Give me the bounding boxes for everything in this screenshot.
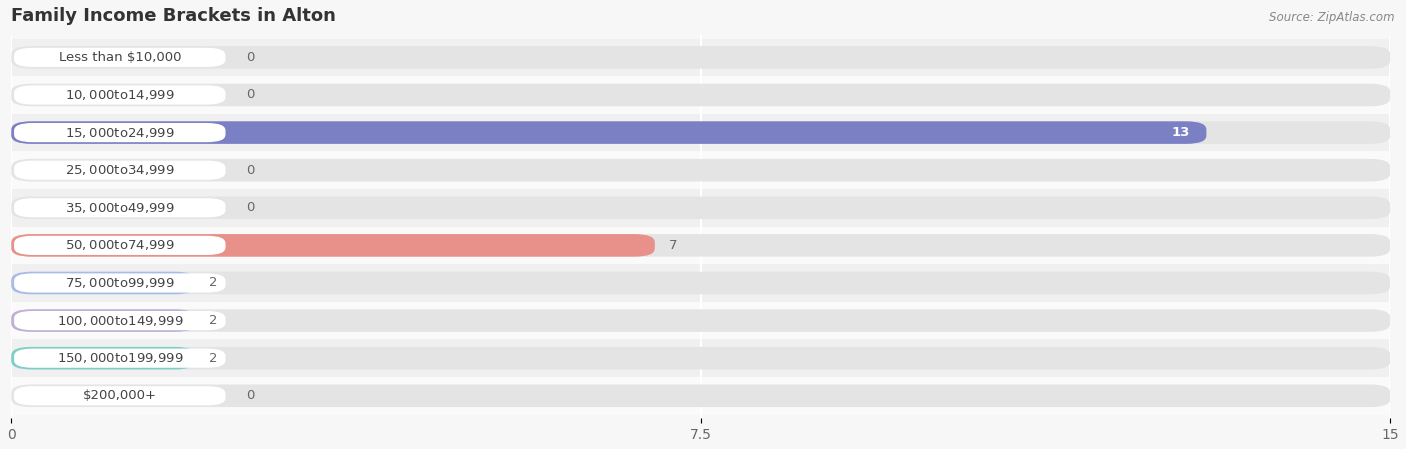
FancyBboxPatch shape	[11, 76, 1391, 114]
FancyBboxPatch shape	[14, 348, 225, 368]
FancyBboxPatch shape	[11, 309, 1391, 332]
FancyBboxPatch shape	[11, 114, 1391, 151]
FancyBboxPatch shape	[14, 236, 225, 255]
Text: 0: 0	[246, 164, 254, 177]
Text: Family Income Brackets in Alton: Family Income Brackets in Alton	[11, 7, 336, 25]
FancyBboxPatch shape	[11, 121, 1391, 144]
FancyBboxPatch shape	[11, 46, 1391, 69]
FancyBboxPatch shape	[14, 85, 225, 105]
Text: 13: 13	[1171, 126, 1189, 139]
Text: $100,000 to $149,999: $100,000 to $149,999	[56, 313, 183, 328]
Text: $200,000+: $200,000+	[83, 389, 157, 402]
Text: $35,000 to $49,999: $35,000 to $49,999	[65, 201, 174, 215]
Text: $15,000 to $24,999: $15,000 to $24,999	[65, 126, 174, 140]
FancyBboxPatch shape	[11, 234, 655, 257]
FancyBboxPatch shape	[14, 48, 225, 67]
FancyBboxPatch shape	[11, 234, 1391, 257]
Text: Less than $10,000: Less than $10,000	[59, 51, 181, 64]
FancyBboxPatch shape	[11, 84, 1391, 106]
FancyBboxPatch shape	[11, 272, 195, 294]
FancyBboxPatch shape	[11, 377, 1391, 414]
Text: $75,000 to $99,999: $75,000 to $99,999	[65, 276, 174, 290]
FancyBboxPatch shape	[11, 151, 1391, 189]
FancyBboxPatch shape	[11, 39, 1391, 76]
Text: 0: 0	[246, 201, 254, 214]
FancyBboxPatch shape	[11, 189, 1391, 227]
FancyBboxPatch shape	[14, 198, 225, 217]
FancyBboxPatch shape	[14, 161, 225, 180]
Text: 0: 0	[246, 51, 254, 64]
FancyBboxPatch shape	[11, 309, 195, 332]
FancyBboxPatch shape	[14, 123, 225, 142]
FancyBboxPatch shape	[11, 272, 1391, 294]
FancyBboxPatch shape	[11, 384, 1391, 407]
FancyBboxPatch shape	[11, 347, 1391, 370]
FancyBboxPatch shape	[11, 121, 1206, 144]
FancyBboxPatch shape	[11, 227, 1391, 264]
Text: $10,000 to $14,999: $10,000 to $14,999	[65, 88, 174, 102]
FancyBboxPatch shape	[14, 386, 225, 405]
FancyBboxPatch shape	[11, 264, 1391, 302]
FancyBboxPatch shape	[14, 311, 225, 330]
FancyBboxPatch shape	[11, 159, 1391, 181]
Text: 2: 2	[209, 277, 218, 290]
Text: 0: 0	[246, 88, 254, 101]
FancyBboxPatch shape	[11, 197, 1391, 219]
FancyBboxPatch shape	[11, 347, 195, 370]
Text: $50,000 to $74,999: $50,000 to $74,999	[65, 238, 174, 252]
FancyBboxPatch shape	[11, 339, 1391, 377]
Text: 2: 2	[209, 314, 218, 327]
Text: 2: 2	[209, 352, 218, 365]
FancyBboxPatch shape	[14, 273, 225, 293]
Text: $150,000 to $199,999: $150,000 to $199,999	[56, 351, 183, 365]
Text: 0: 0	[246, 389, 254, 402]
Text: Source: ZipAtlas.com: Source: ZipAtlas.com	[1270, 11, 1395, 24]
Text: 7: 7	[669, 239, 678, 252]
FancyBboxPatch shape	[11, 302, 1391, 339]
Text: $25,000 to $34,999: $25,000 to $34,999	[65, 163, 174, 177]
